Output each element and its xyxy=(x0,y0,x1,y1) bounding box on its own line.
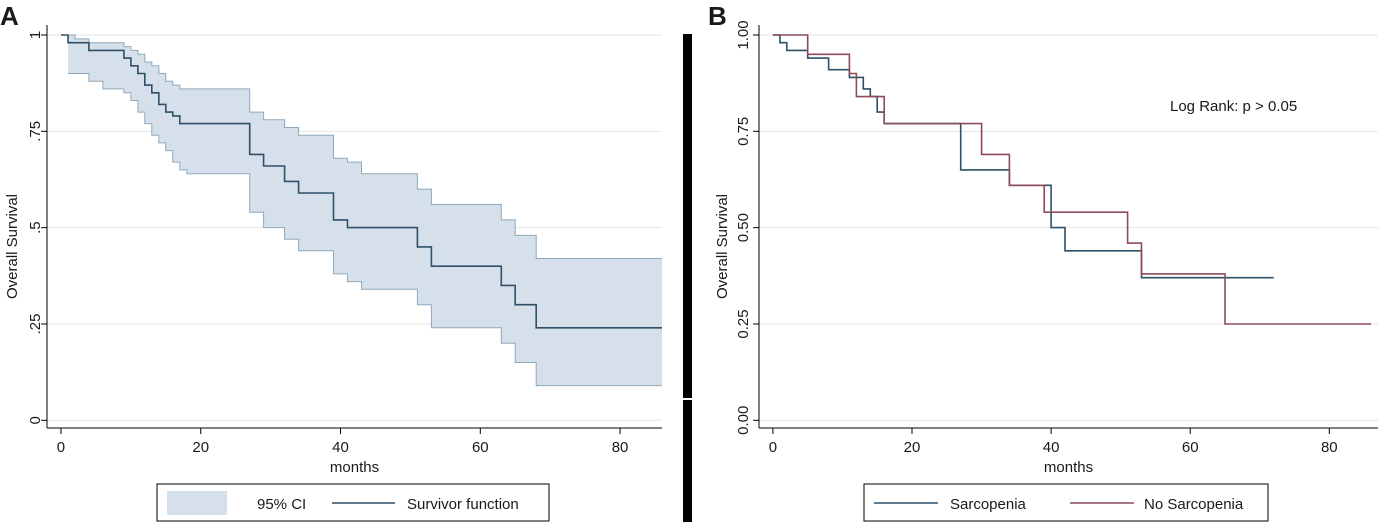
y-tick-label-0: 0.00 xyxy=(735,406,752,435)
x-tick-label-3: 60 xyxy=(472,439,489,456)
y-tick-label-2: .5 xyxy=(27,221,44,234)
x-axis-title: months xyxy=(330,459,379,476)
x-tick-label-2: 40 xyxy=(332,439,349,456)
y-tick-label-0: 0 xyxy=(27,416,44,424)
panel-divider-top xyxy=(683,34,692,398)
legend-label-sarcopenia: Sarcopenia xyxy=(950,496,1027,513)
x-axis-title: months xyxy=(1044,459,1093,476)
x-tick-label-0: 0 xyxy=(57,439,65,456)
panel-label-b: B xyxy=(708,1,727,31)
x-tick-label-4: 80 xyxy=(1321,439,1338,456)
x-tick-label-1: 20 xyxy=(904,439,921,456)
legend-label-survivor: Survivor function xyxy=(407,496,519,513)
x-tick-label-4: 80 xyxy=(612,439,629,456)
ci-upper-line xyxy=(68,34,662,259)
legend-swatch-ci xyxy=(167,491,227,515)
legend-label-ci: 95% CI xyxy=(257,496,306,513)
y-tick-label-4: 1.00 xyxy=(735,20,752,49)
series-line-sarcopenia xyxy=(772,34,1274,279)
ci-band xyxy=(68,35,662,386)
x-tick-label-2: 40 xyxy=(1043,439,1060,456)
series-line-no-sarcopenia xyxy=(772,34,1371,325)
y-axis-title: Overall Survival xyxy=(714,194,731,299)
y-tick-label-1: .25 xyxy=(27,314,44,335)
y-axis-title: Overall Survival xyxy=(4,194,21,299)
panel-divider-bottom xyxy=(683,400,692,522)
y-tick-label-4: 1 xyxy=(27,31,44,39)
x-tick-label-0: 0 xyxy=(769,439,777,456)
series-line-survivor-function xyxy=(61,34,662,329)
y-tick-label-3: .75 xyxy=(27,121,44,142)
y-tick-label-3: 0.75 xyxy=(735,117,752,146)
x-tick-label-1: 20 xyxy=(192,439,209,456)
panel-label-a: A xyxy=(0,1,19,31)
y-tick-label-1: 0.25 xyxy=(735,309,752,338)
legend-label-no-sarcopenia: No Sarcopenia xyxy=(1144,496,1244,513)
log-rank-annotation: Log Rank: p > 0.05 xyxy=(1170,98,1297,115)
ci-lower-line xyxy=(68,73,662,387)
x-tick-label-3: 60 xyxy=(1182,439,1199,456)
y-tick-label-2: 0.50 xyxy=(735,213,752,242)
